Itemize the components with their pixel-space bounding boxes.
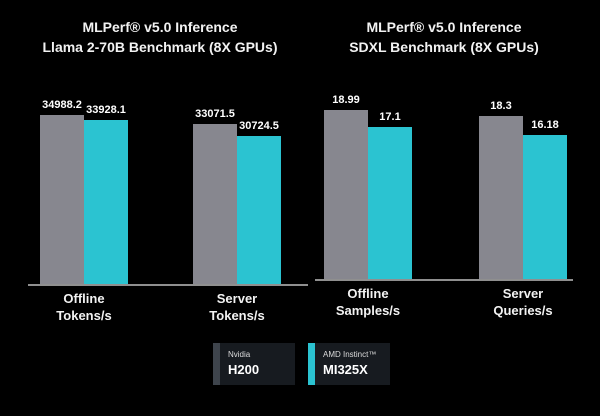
bar-h200-offline bbox=[324, 110, 368, 279]
category-scenario: Server bbox=[216, 291, 258, 306]
category-label: Offline Samples/s bbox=[303, 285, 433, 319]
category-scenario: Offline bbox=[63, 291, 105, 306]
legend-vendor-label: Nvidia bbox=[228, 350, 251, 359]
x-axis-line bbox=[315, 279, 573, 281]
value-label: 18.3 bbox=[490, 100, 512, 112]
bar-mi325x-offline bbox=[368, 127, 412, 279]
legend-model-label: MI325X bbox=[323, 362, 368, 377]
category-unit: Queries/s bbox=[493, 303, 553, 318]
title-line-2: SDXL Benchmark (8X GPUs) bbox=[349, 39, 539, 55]
category-unit: Tokens/s bbox=[56, 308, 112, 323]
value-label: 34988.2 bbox=[42, 99, 82, 111]
category-unit: Samples/s bbox=[335, 303, 401, 318]
h200-color-swatch bbox=[213, 343, 220, 385]
title-line-1: MLPerf® v5.0 Inference bbox=[366, 19, 522, 35]
legend-text: Nvidia H200 bbox=[220, 343, 259, 385]
bar-h200-offline bbox=[40, 115, 84, 284]
bar-mi325x-server bbox=[523, 135, 567, 279]
category-scenario: Offline bbox=[347, 286, 389, 301]
legend-item-amd-mi325x: AMD Instinct™ MI325X bbox=[308, 343, 390, 385]
legend: Nvidia H200 AMD Instinct™ MI325X bbox=[213, 343, 390, 385]
bar-h200-server bbox=[193, 124, 237, 284]
bar-h200-server bbox=[479, 116, 523, 279]
value-label: 33071.5 bbox=[195, 108, 235, 120]
value-label: 30724.5 bbox=[239, 120, 279, 132]
legend-vendor-label: AMD Instinct™ bbox=[323, 350, 377, 359]
value-label: 18.99 bbox=[332, 94, 360, 106]
value-label: 17.1 bbox=[379, 111, 401, 123]
category-label: Server Queries/s bbox=[458, 285, 588, 319]
chart-title-sdxl: MLPerf® v5.0 Inference SDXL Benchmark (8… bbox=[300, 17, 588, 57]
value-label: 33928.1 bbox=[86, 104, 126, 116]
legend-model-label: H200 bbox=[228, 362, 260, 377]
legend-item-nvidia-h200: Nvidia H200 bbox=[213, 343, 295, 385]
x-axis-line bbox=[28, 284, 308, 286]
title-line-1: MLPerf® v5.0 Inference bbox=[82, 19, 238, 35]
category-label: Offline Tokens/s bbox=[19, 290, 149, 324]
legend-text: AMD Instinct™ MI325X bbox=[315, 343, 376, 385]
value-label: 16.18 bbox=[531, 119, 559, 131]
category-label: Server Tokens/s bbox=[172, 290, 302, 324]
title-line-2: Llama 2-70B Benchmark (8X GPUs) bbox=[42, 39, 278, 55]
bar-mi325x-server bbox=[237, 136, 281, 284]
chart-title-llama: MLPerf® v5.0 Inference Llama 2-70B Bench… bbox=[0, 17, 320, 57]
mi325x-color-swatch bbox=[308, 343, 315, 385]
bar-mi325x-offline bbox=[84, 120, 128, 284]
category-unit: Tokens/s bbox=[209, 308, 265, 323]
category-scenario: Server bbox=[502, 286, 544, 301]
